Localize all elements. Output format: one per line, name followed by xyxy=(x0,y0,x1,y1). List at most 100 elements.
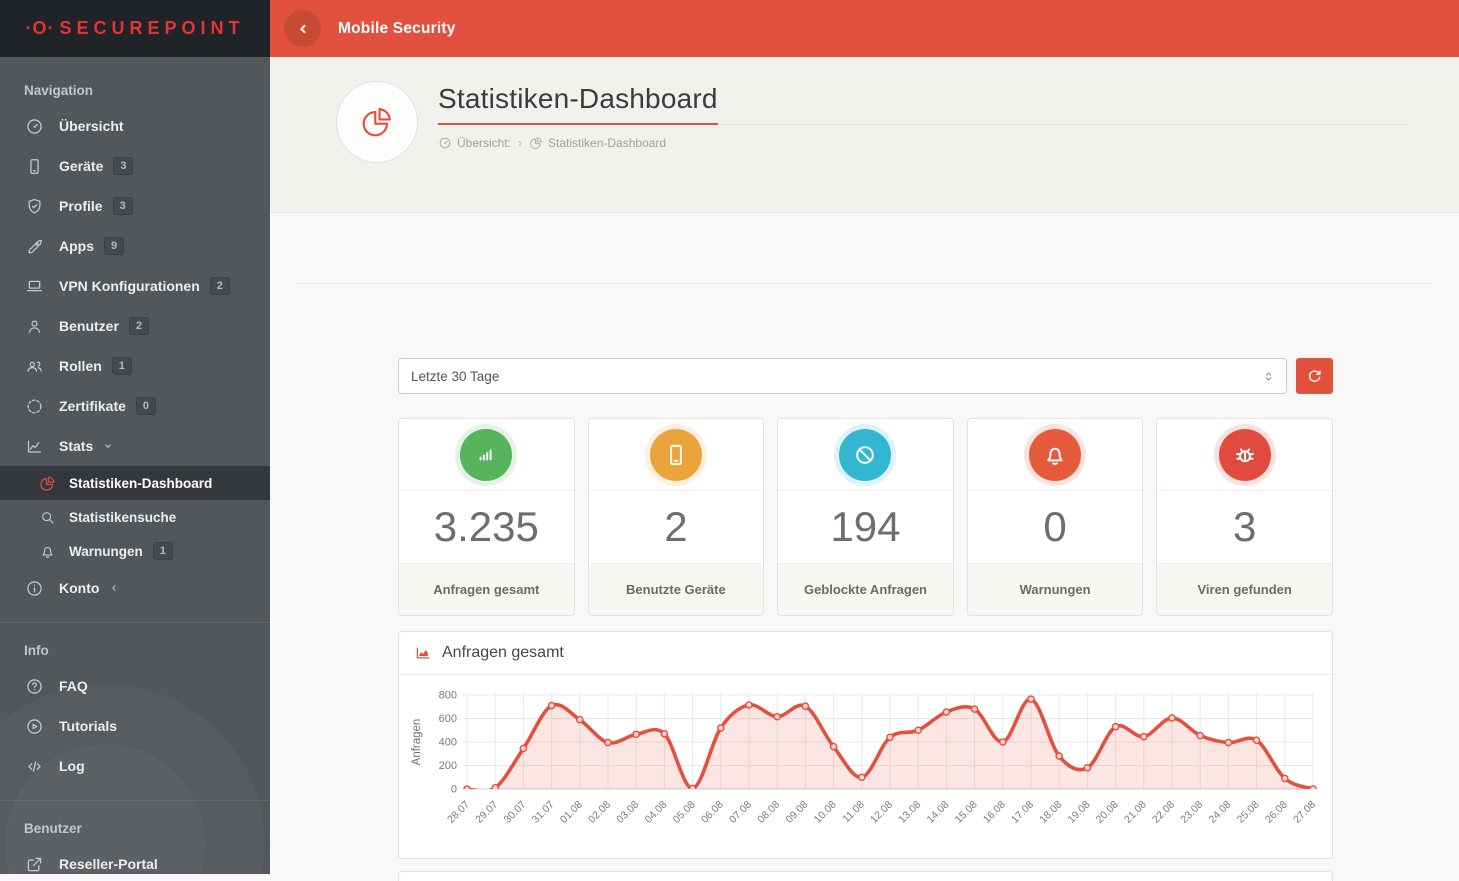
sidebar-item-rollen[interactable]: Rollen 1 xyxy=(0,346,270,386)
play-icon xyxy=(24,716,44,736)
svg-text:09.08: 09.08 xyxy=(783,799,810,826)
sidebar-item-label: Zertifikate xyxy=(59,398,126,414)
svg-text:30.07: 30.07 xyxy=(501,799,528,826)
block-icon xyxy=(839,428,892,481)
stat-card-icon-section xyxy=(588,419,764,491)
sidebar-item-profile[interactable]: Profile 3 xyxy=(0,186,270,226)
sidebar-nav: Navigation Übersicht Geräte 3 Profile 3 Apps 9 V… xyxy=(0,57,270,874)
count-badge: 1 xyxy=(111,356,132,376)
stat-label: Geblockte Anfragen xyxy=(778,564,953,615)
question-icon xyxy=(24,676,44,696)
logo-word: SECUREPOINT xyxy=(59,18,245,38)
sidebar-item-statistiken-dashboard[interactable]: Statistiken-Dashboard xyxy=(0,466,270,500)
sidebar-item-warnungen[interactable]: Warnungen 1 xyxy=(0,534,270,568)
count-badge: 2 xyxy=(209,276,230,296)
svg-text:600: 600 xyxy=(439,713,457,725)
svg-text:18.08: 18.08 xyxy=(1037,799,1064,826)
stat-label: Viren gefunden xyxy=(1157,564,1332,615)
svg-text:16.08: 16.08 xyxy=(981,799,1008,826)
svg-text:15.08: 15.08 xyxy=(953,799,980,826)
svg-text:02.08: 02.08 xyxy=(586,799,613,826)
stat-value: 3 xyxy=(1157,491,1332,564)
svg-text:13.08: 13.08 xyxy=(896,799,923,826)
sidebar-item-stats[interactable]: Stats xyxy=(0,426,270,466)
period-select[interactable]: Letzte 30 Tage xyxy=(398,358,1287,394)
logo-dots: ·O· xyxy=(25,18,55,38)
logo-bar: ·O· SECUREPOINT xyxy=(0,0,270,57)
rocket-icon xyxy=(24,236,44,256)
section-header-navigation: Navigation xyxy=(24,83,94,98)
breadcrumb-separator: › xyxy=(518,136,523,150)
gauge-icon xyxy=(438,136,452,150)
svg-text:19.08: 19.08 xyxy=(1065,799,1092,826)
stats-icon xyxy=(24,436,44,456)
sidebar-item-zertifikate[interactable]: Zertifikate 0 xyxy=(0,386,270,426)
sidebar-item-label: Warnungen xyxy=(69,543,143,559)
sidebar-item-faq[interactable]: FAQ xyxy=(0,666,270,706)
svg-text:07.08: 07.08 xyxy=(727,799,754,826)
sidebar-item-label: Statistikensuche xyxy=(69,509,177,525)
svg-text:10.08: 10.08 xyxy=(812,799,839,826)
svg-text:20.08: 20.08 xyxy=(1094,799,1121,826)
svg-text:11.08: 11.08 xyxy=(840,799,867,826)
svg-text:12.08: 12.08 xyxy=(868,799,895,826)
title-row: Statistiken-Dashboard xyxy=(438,83,1407,125)
sidebar-item-tutorials[interactable]: Tutorials xyxy=(0,706,270,746)
sidebar-item-label: Geräte xyxy=(59,158,104,174)
breadcrumb-label: Übersicht: xyxy=(457,136,512,150)
select-spinner-icon xyxy=(1261,369,1276,384)
breadcrumb-item-ubersicht[interactable]: Übersicht: xyxy=(438,136,511,150)
svg-text:26.08: 26.08 xyxy=(1263,799,1290,826)
pie-icon xyxy=(529,136,543,150)
stat-label: Warnungen xyxy=(967,564,1143,615)
stat-value: 194 xyxy=(778,491,953,564)
stat-card-icon-section xyxy=(399,419,574,491)
laptop-icon xyxy=(24,276,44,296)
sidebar-section-navigation: Navigation Übersicht Geräte 3 Profile 3 Apps 9 V… xyxy=(0,63,270,618)
sidebar-item-konto[interactable]: Konto xyxy=(0,568,270,608)
svg-text:24.08: 24.08 xyxy=(1206,799,1233,826)
content-divider xyxy=(298,283,1432,284)
chevron-down-icon xyxy=(101,439,115,453)
count-badge: 2 xyxy=(128,316,150,336)
code-icon xyxy=(24,756,44,776)
stat-card-anfragen-gesamt: 3.235 Anfragen gesamt xyxy=(398,418,575,616)
chart-panel-title: Anfragen gesamt xyxy=(442,644,564,661)
sidebar-item-label: Konto xyxy=(59,580,100,597)
count-badge: 3 xyxy=(112,196,133,216)
sidebar-item-benutzer[interactable]: Benutzer 2 xyxy=(0,306,270,346)
sidebar-item-label: Benutzer xyxy=(59,318,119,334)
securepoint-logo[interactable]: ·O· SECUREPOINT xyxy=(25,18,244,39)
refresh-button[interactable] xyxy=(1296,358,1333,394)
topbar: Mobile Security xyxy=(270,0,1459,57)
stat-cards-row: 3.235 Anfragen gesamt 2 Benutzte Geräte 194 G… xyxy=(398,418,1333,616)
stat-card-icon-section xyxy=(1157,419,1332,491)
sidebar-item-gerate[interactable]: Geräte 3 xyxy=(0,146,270,186)
sidebar-item-log[interactable]: Log xyxy=(0,746,270,786)
sidebar-item-label: Statistiken-Dashboard xyxy=(69,475,213,491)
sidebar-item-statistikensuche[interactable]: Statistikensuche xyxy=(0,500,270,534)
bug-icon xyxy=(1218,428,1271,481)
svg-text:03.08: 03.08 xyxy=(614,799,641,826)
sidebar-item-reseller-portal[interactable]: Reseller-Portal xyxy=(0,844,270,874)
sidebar-item-label: Reseller-Portal xyxy=(59,856,158,873)
next-panel-edge xyxy=(398,871,1333,881)
svg-text:06.08: 06.08 xyxy=(699,799,726,826)
sidebar-item-apps[interactable]: Apps 9 xyxy=(0,226,270,266)
svg-text:01.08: 01.08 xyxy=(558,799,585,826)
back-button[interactable] xyxy=(284,10,321,47)
title-wrap: Statistiken-Dashboard Übersicht: › Statist… xyxy=(438,81,1407,212)
certificate-icon xyxy=(24,396,44,416)
sidebar-item-label: Stats xyxy=(59,438,94,454)
page-title: Statistiken-Dashboard xyxy=(438,83,718,125)
sidebar-item-label: VPN Konfigurationen xyxy=(59,278,200,294)
stat-value: 0 xyxy=(967,491,1143,564)
sidebar-item-ubersicht[interactable]: Übersicht xyxy=(0,106,270,146)
sidebar-item-label: Übersicht xyxy=(59,118,124,134)
sidebar-item-vpn-konfigurationen[interactable]: VPN Konfigurationen 2 xyxy=(0,266,270,306)
bell-icon xyxy=(1029,428,1082,481)
main-area: Mobile Security Statistiken-Dashboard Üb… xyxy=(270,0,1459,881)
svg-text:800: 800 xyxy=(439,690,457,702)
bars-icon xyxy=(460,428,513,481)
page-header: Statistiken-Dashboard Übersicht: › Statist… xyxy=(270,57,1459,213)
